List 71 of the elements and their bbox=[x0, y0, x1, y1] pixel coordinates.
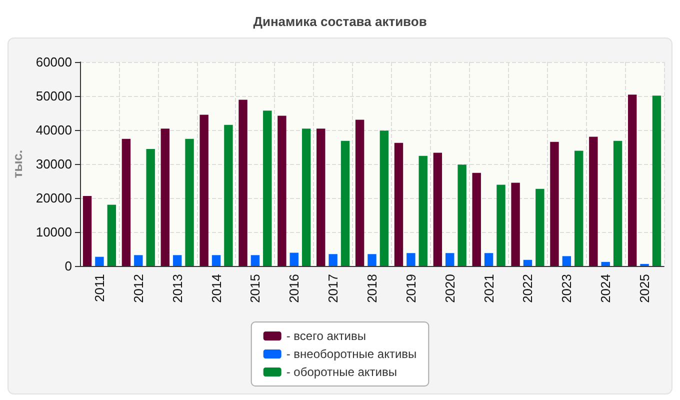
y-tick-label: 0 bbox=[64, 258, 72, 274]
bar bbox=[278, 116, 286, 266]
legend-label: - оборотные активы bbox=[286, 365, 397, 379]
y-tick-label: 60000 bbox=[36, 54, 72, 70]
bar bbox=[574, 150, 584, 266]
bar bbox=[472, 172, 481, 266]
bar bbox=[160, 128, 170, 266]
y-tick-label: 30000 bbox=[36, 156, 72, 172]
y-tick-label: 40000 bbox=[36, 122, 72, 138]
bar bbox=[380, 130, 389, 266]
bar bbox=[628, 94, 637, 266]
bar bbox=[433, 152, 442, 266]
y-tick-label: 50000 bbox=[36, 88, 72, 104]
bar bbox=[418, 156, 428, 266]
bar bbox=[185, 138, 194, 266]
bar bbox=[212, 255, 221, 266]
bar bbox=[95, 256, 104, 266]
x-tick-label: 2021 bbox=[481, 274, 496, 303]
bar bbox=[263, 110, 272, 266]
bar bbox=[146, 149, 155, 266]
bar bbox=[340, 140, 350, 266]
bar bbox=[458, 164, 466, 266]
bar bbox=[613, 140, 622, 266]
bar bbox=[107, 204, 116, 266]
y-axis-title: тыс. bbox=[10, 150, 25, 178]
bar bbox=[394, 142, 404, 266]
bar bbox=[224, 124, 233, 266]
x-tick-label: 2011 bbox=[92, 274, 107, 302]
bar bbox=[589, 136, 598, 266]
bar bbox=[496, 184, 506, 266]
bar bbox=[601, 262, 610, 266]
bar bbox=[368, 254, 376, 266]
bar bbox=[652, 96, 662, 266]
legend-label: - всего активы bbox=[286, 329, 366, 343]
bar bbox=[523, 260, 532, 266]
bar bbox=[484, 253, 494, 266]
x-tick-label: 2014 bbox=[208, 274, 224, 303]
bar bbox=[328, 254, 338, 266]
bar bbox=[511, 182, 520, 266]
x-tick-label: 2019 bbox=[403, 274, 418, 303]
bar bbox=[406, 253, 416, 266]
x-tick-label: 2012 bbox=[130, 274, 146, 303]
y-tick-label: 10000 bbox=[36, 224, 72, 240]
x-tick-label: 2020 bbox=[442, 274, 458, 303]
x-tick-label: 2022 bbox=[520, 274, 536, 303]
bar bbox=[355, 120, 364, 266]
x-tick-label: 2024 bbox=[598, 274, 614, 303]
bar bbox=[250, 255, 260, 266]
bar bbox=[446, 253, 454, 266]
bar bbox=[134, 255, 143, 266]
x-tick-label: 2018 bbox=[364, 274, 380, 303]
bar bbox=[172, 255, 182, 266]
x-tick-label: 2015 bbox=[248, 274, 263, 303]
x-tick-label: 2025 bbox=[637, 274, 652, 303]
x-tick-label: 2016 bbox=[286, 274, 302, 303]
x-tick-label: 2017 bbox=[326, 274, 341, 303]
x-tick-label: 2013 bbox=[170, 274, 185, 303]
bar bbox=[122, 138, 131, 266]
bar bbox=[536, 188, 544, 266]
bar bbox=[200, 114, 208, 266]
x-tick-label: 2023 bbox=[559, 274, 574, 303]
bar bbox=[290, 252, 298, 266]
bar bbox=[562, 256, 572, 266]
bar bbox=[550, 142, 559, 266]
bar bbox=[238, 100, 248, 266]
legend-label: - внеоборотные активы bbox=[286, 347, 417, 361]
chart-title: Динамика состава активов bbox=[253, 14, 427, 29]
bar bbox=[302, 128, 311, 266]
bar bbox=[316, 128, 326, 266]
bar bbox=[82, 196, 92, 266]
y-tick-label: 20000 bbox=[36, 190, 72, 206]
